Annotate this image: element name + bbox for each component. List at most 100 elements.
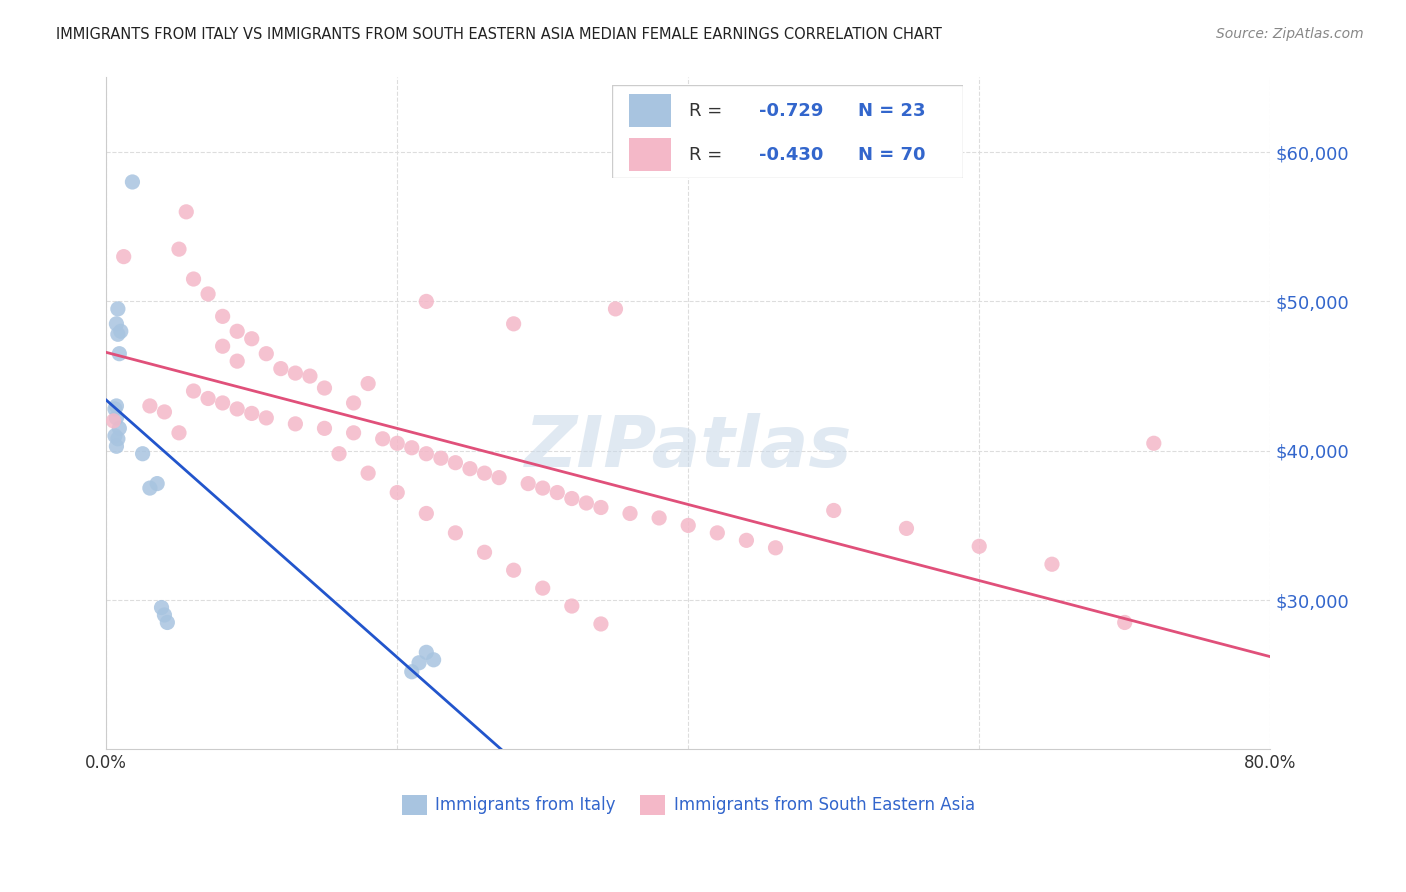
Text: Source: ZipAtlas.com: Source: ZipAtlas.com — [1216, 27, 1364, 41]
Point — [415, 507, 437, 521]
Point — [103, 414, 125, 428]
Point — [605, 301, 627, 316]
Point — [357, 466, 380, 480]
Point — [531, 581, 554, 595]
Point — [211, 339, 233, 353]
Point — [197, 287, 219, 301]
Point — [444, 525, 467, 540]
Point — [371, 432, 394, 446]
Text: ZIPatlas: ZIPatlas — [524, 412, 852, 482]
Point — [105, 410, 128, 425]
Point — [967, 539, 990, 553]
Point — [174, 204, 197, 219]
Point — [104, 401, 127, 416]
Point — [648, 511, 671, 525]
Point — [422, 653, 444, 667]
Point — [474, 466, 496, 480]
Point — [112, 250, 135, 264]
Point — [146, 476, 169, 491]
Point — [150, 600, 173, 615]
Point — [458, 461, 481, 475]
Point — [342, 396, 364, 410]
Point — [254, 347, 277, 361]
Text: -0.430: -0.430 — [759, 146, 824, 164]
Point — [619, 507, 641, 521]
Point — [546, 485, 568, 500]
Point — [314, 381, 336, 395]
Point — [131, 447, 153, 461]
Point — [105, 317, 128, 331]
Point — [401, 441, 423, 455]
Point — [517, 476, 540, 491]
Point — [183, 384, 205, 398]
Point — [240, 406, 263, 420]
Point — [387, 436, 409, 450]
Point — [226, 401, 249, 416]
Point — [107, 432, 129, 446]
Text: N = 70: N = 70 — [858, 146, 925, 164]
Point — [531, 481, 554, 495]
Point — [284, 417, 307, 431]
Point — [153, 607, 176, 622]
Point — [1143, 436, 1166, 450]
Point — [706, 525, 728, 540]
Point — [444, 456, 467, 470]
Point — [167, 242, 190, 256]
Point — [676, 518, 699, 533]
Point — [197, 392, 219, 406]
Point — [284, 366, 307, 380]
Point — [408, 656, 430, 670]
Point — [735, 533, 758, 548]
Point — [561, 491, 583, 506]
Text: IMMIGRANTS FROM ITALY VS IMMIGRANTS FROM SOUTH EASTERN ASIA MEDIAN FEMALE EARNIN: IMMIGRANTS FROM ITALY VS IMMIGRANTS FROM… — [56, 27, 942, 42]
Point — [108, 347, 131, 361]
Text: N = 23: N = 23 — [858, 102, 925, 120]
Text: R =: R = — [689, 102, 728, 120]
Text: R =: R = — [689, 146, 728, 164]
Point — [387, 485, 409, 500]
Point — [105, 399, 128, 413]
Point — [298, 369, 321, 384]
Point — [183, 272, 205, 286]
FancyBboxPatch shape — [630, 95, 672, 127]
FancyBboxPatch shape — [630, 138, 672, 171]
Point — [211, 396, 233, 410]
Point — [107, 301, 129, 316]
Point — [314, 421, 336, 435]
Point — [415, 447, 437, 461]
Point — [765, 541, 787, 555]
Point — [153, 405, 176, 419]
Point — [108, 421, 131, 435]
Point — [488, 470, 510, 484]
Point — [502, 317, 524, 331]
Point — [270, 361, 292, 376]
Point — [823, 503, 845, 517]
Point — [139, 399, 162, 413]
Point — [401, 665, 423, 679]
Point — [474, 545, 496, 559]
Point — [105, 439, 128, 453]
Point — [328, 447, 350, 461]
Point — [104, 429, 127, 443]
Point — [156, 615, 179, 630]
Point — [226, 354, 249, 368]
Point — [107, 327, 129, 342]
Point — [415, 294, 437, 309]
FancyBboxPatch shape — [612, 85, 963, 178]
Point — [226, 324, 249, 338]
Point — [1114, 615, 1136, 630]
Point — [254, 410, 277, 425]
Text: -0.729: -0.729 — [759, 102, 824, 120]
Legend: Immigrants from Italy, Immigrants from South Eastern Asia: Immigrants from Italy, Immigrants from S… — [395, 788, 981, 822]
Point — [211, 310, 233, 324]
Point — [896, 521, 918, 535]
Point — [589, 500, 612, 515]
Point — [415, 645, 437, 659]
Point — [342, 425, 364, 440]
Point — [110, 324, 132, 338]
Point — [139, 481, 162, 495]
Point — [167, 425, 190, 440]
Point — [589, 617, 612, 632]
Point — [430, 451, 453, 466]
Point — [502, 563, 524, 577]
